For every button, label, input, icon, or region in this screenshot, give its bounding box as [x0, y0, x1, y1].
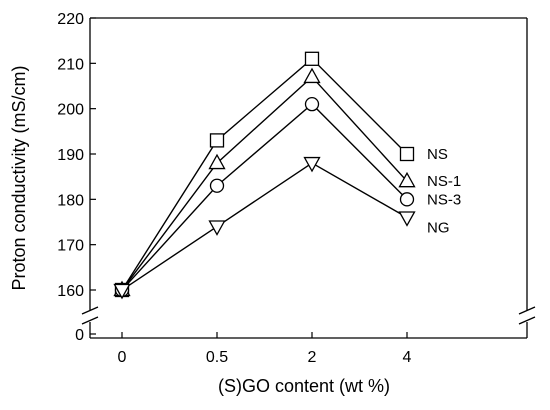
- axis-break-right-2: [518, 316, 536, 325]
- series-labels: NS NS-1NS-3 NG: [427, 146, 461, 236]
- series-line-ns-1: [121, 75, 408, 291]
- series-markers: [113, 51, 416, 300]
- data-point-ng: [208, 220, 226, 236]
- series-label-ns: NS: [427, 146, 448, 163]
- data-point-ng: [113, 283, 131, 300]
- data-point-ns-1: [303, 67, 321, 84]
- x-tick-label: 0: [118, 349, 127, 366]
- series-line-ng: [121, 162, 408, 291]
- data-point-ns-1: [398, 171, 416, 188]
- x-tick-label: 0.5: [206, 349, 228, 366]
- axis-break-left-2: [81, 316, 99, 325]
- y-ticks: 0 160 170 180 190 200 210 220: [57, 11, 96, 344]
- data-point-ns: [209, 133, 225, 148]
- data-point-ng: [303, 156, 321, 173]
- x-ticks: 0 0.5 2 4: [118, 332, 412, 366]
- y-tick-label: 170: [57, 238, 84, 255]
- y-tick-label: 0: [75, 327, 84, 344]
- series-line-ns: [121, 57, 408, 291]
- y-tick-label: 200: [57, 102, 84, 119]
- data-point-ns: [399, 146, 415, 162]
- series-line-ns-3: [121, 103, 408, 291]
- y-axis-title: Proton conductivity (mS/cm): [9, 65, 29, 290]
- axis-break-left-1: [81, 306, 99, 315]
- data-point-ng: [398, 211, 416, 227]
- y-tick-label: 220: [57, 11, 84, 28]
- y-tick-label: 180: [57, 192, 84, 209]
- series-lines: [121, 57, 408, 291]
- x-tick-label: 2: [308, 349, 317, 366]
- axis-break-right-1: [518, 306, 536, 315]
- data-point-ns-1: [208, 153, 226, 170]
- x-axis-title: (S)GO content (wt %): [218, 376, 390, 396]
- x-tick-label: 4: [403, 349, 412, 366]
- data-point-ns-3: [209, 178, 225, 193]
- data-point-ns: [304, 51, 320, 66]
- series-label-ng: NG: [427, 219, 450, 236]
- plot-frame: [81, 17, 536, 339]
- y-tick-label: 210: [57, 56, 84, 73]
- series-label-ns-3: NS-3: [427, 191, 461, 208]
- series-label-ns-1: NS-1: [427, 173, 461, 190]
- y-tick-label: 160: [57, 283, 84, 300]
- data-point-ns-3: [304, 96, 320, 112]
- y-tick-label: 190: [57, 147, 84, 164]
- data-point-ns-3: [399, 192, 415, 207]
